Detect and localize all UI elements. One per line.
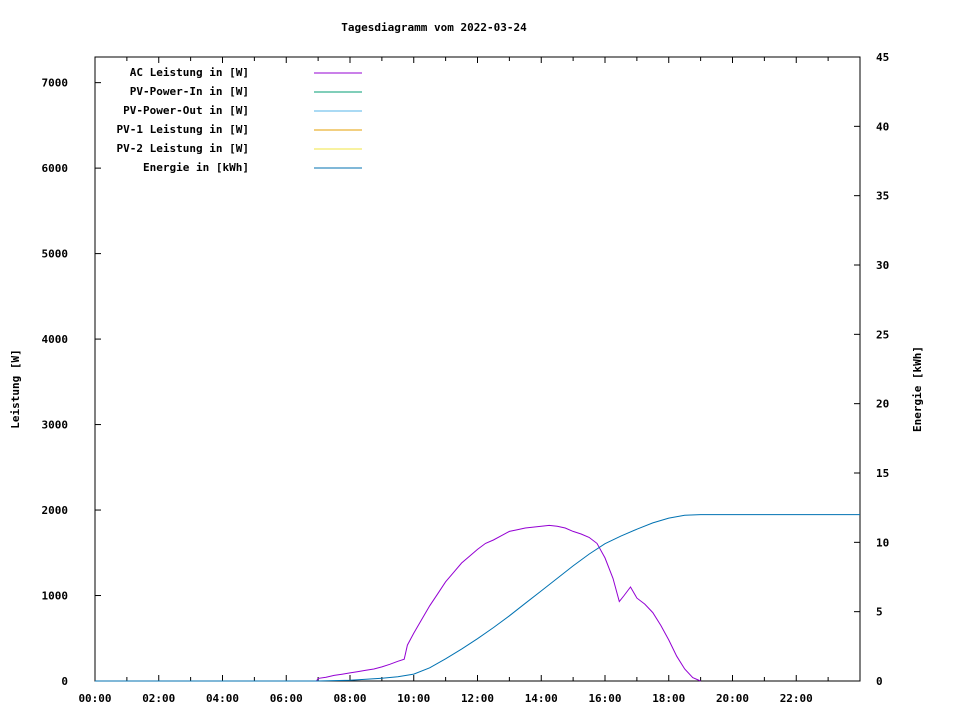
y-tick-label: 7000 bbox=[42, 77, 69, 90]
legend: AC Leistung in [W] PV-Power-In in [W] PV-P… bbox=[117, 66, 362, 174]
x-tick-label: 06:00 bbox=[270, 692, 303, 705]
y2-tick-label: 20 bbox=[876, 398, 889, 411]
y2-tick-label: 45 bbox=[876, 51, 889, 64]
left-axis-ticks: 0 1000 2000 3000 4000 5000 6000 7000 bbox=[42, 77, 101, 688]
x-tick-label: 20:00 bbox=[716, 692, 749, 705]
series-lines bbox=[95, 514, 860, 682]
y2-tick-label: 10 bbox=[876, 536, 889, 549]
y2-tick-label: 15 bbox=[876, 467, 889, 480]
y2-tick-label: 35 bbox=[876, 190, 889, 203]
x-tick-label: 12:00 bbox=[461, 692, 494, 705]
x-tick-label: 04:00 bbox=[206, 692, 239, 705]
chart-title: Tagesdiagramm vom 2022-03-24 bbox=[341, 21, 527, 34]
y-tick-label: 4000 bbox=[42, 333, 69, 346]
y2-axis-label: Energie [kWh] bbox=[911, 346, 924, 432]
y-tick-label: 3000 bbox=[42, 419, 69, 432]
legend-label: PV-1 Leistung in [W] bbox=[117, 123, 249, 136]
series-line bbox=[316, 524, 701, 682]
y-tick-label: 2000 bbox=[42, 504, 69, 517]
right-axis-ticks: 0 5 10 15 20 25 30 35 40 45 bbox=[854, 51, 889, 688]
y2-tick-label: 30 bbox=[876, 259, 889, 272]
x-tick-label: 00:00 bbox=[78, 692, 111, 705]
x-tick-label: 10:00 bbox=[397, 692, 430, 705]
x-tick-label: 16:00 bbox=[588, 692, 621, 705]
x-tick-label: 18:00 bbox=[652, 692, 685, 705]
x-tick-label: 02:00 bbox=[142, 692, 175, 705]
legend-label: PV-2 Leistung in [W] bbox=[117, 142, 249, 155]
y2-tick-label: 40 bbox=[876, 120, 889, 133]
x-tick-label: 22:00 bbox=[780, 692, 813, 705]
legend-label: AC Leistung in [W] bbox=[130, 66, 249, 79]
x-axis-ticks: 00:00 02:00 04:00 06:00 08:00 10:00 12:00 14:00… bbox=[78, 57, 829, 705]
y-axis-label: Leistung [W] bbox=[9, 349, 22, 428]
y-tick-label: 0 bbox=[61, 675, 68, 688]
y2-tick-label: 5 bbox=[876, 606, 883, 619]
series-line bbox=[95, 514, 860, 682]
legend-label: PV-Power-Out in [W] bbox=[123, 104, 249, 117]
y2-tick-label: 25 bbox=[876, 328, 889, 341]
y-tick-label: 1000 bbox=[42, 590, 69, 603]
y-tick-label: 6000 bbox=[42, 162, 69, 175]
legend-label: PV-Power-In in [W] bbox=[130, 85, 249, 98]
x-tick-label: 14:00 bbox=[525, 692, 558, 705]
y-tick-label: 5000 bbox=[42, 248, 69, 261]
legend-label: Energie in [kWh] bbox=[143, 161, 249, 174]
x-tick-label: 08:00 bbox=[333, 692, 366, 705]
y2-tick-label: 0 bbox=[876, 675, 883, 688]
